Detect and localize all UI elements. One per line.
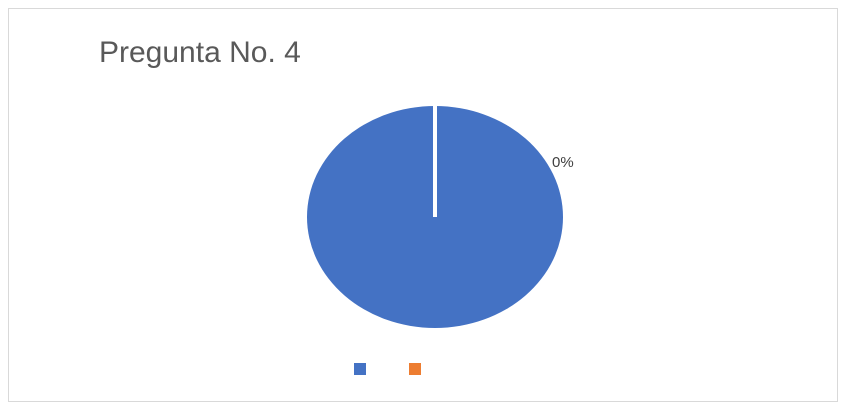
- legend-marker: [354, 363, 366, 375]
- chart-legend: [354, 363, 421, 375]
- pie-slices: [307, 106, 563, 328]
- chart-title: Pregunta No. 4: [99, 36, 301, 69]
- pie-data-labels: 0%: [552, 154, 574, 171]
- legend-marker: [409, 363, 421, 375]
- pie-data-label: 0%: [552, 154, 574, 171]
